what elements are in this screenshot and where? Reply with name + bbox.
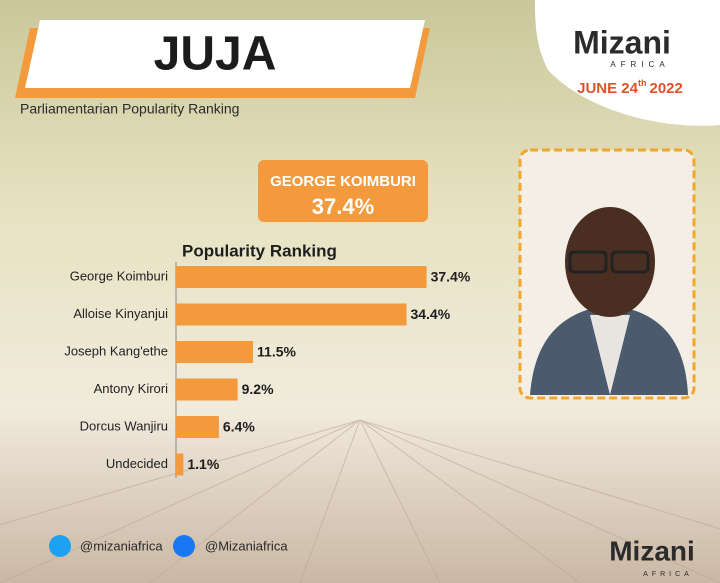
bar [176,416,219,438]
date-suffix: th [638,78,647,88]
facebook-icon [173,535,195,557]
logo-tagline: AFRICA [610,60,669,69]
category-label: Antony Kirori [94,381,169,396]
footer-tagline: AFRICA [643,571,693,578]
highlight-box [258,160,428,222]
category-label: Dorcus Wanjiru [80,418,168,433]
highlight-value: 37.4% [312,194,374,219]
category-label: George Koimburi [70,268,168,283]
twitter-icon [49,535,71,557]
page-title: JUJA [154,28,277,81]
photo-glasses-l [568,250,608,274]
value-label: 6.4% [223,419,255,435]
date-year: 2022 [650,80,683,97]
value-label: 9.2% [242,381,274,397]
subtitle: Parliamentarian Popularity Ranking [20,101,239,117]
value-label: 1.1% [187,456,219,472]
twitter-handle: @mizaniafrica [80,538,163,553]
facebook-handle: @Mizaniafrica [205,538,288,553]
date: JUNE 24th 2022 [577,78,683,97]
photo-shirt [590,315,630,395]
value-label: 37.4% [431,269,471,285]
category-label: Alloise Kinyanjui [73,306,168,321]
value-label: 34.4% [410,306,450,322]
banner [25,20,425,88]
bar [176,341,254,363]
category-label: Undecided [106,456,168,471]
date-day: JUNE 24 [577,80,639,97]
bar [176,266,427,288]
highlight-name: GEORGE KOIMBURI [270,173,416,190]
value-label: 11.5% [257,344,296,360]
bar [176,378,238,401]
category-label: Joseph Kang'ethe [64,343,168,358]
floor [0,420,720,583]
bar [176,453,184,476]
photo-head [565,207,655,317]
chart-title: Popularity Ranking [182,241,337,260]
bars: George Koimburi 37.4% Alloise Kinyanjui 34.… [64,266,471,476]
bar [176,303,407,326]
logo-panel [535,0,720,126]
footer-brand: Mizani [609,535,695,566]
logo-brand: Mizani [573,24,671,60]
photo-glasses-r [610,250,650,274]
